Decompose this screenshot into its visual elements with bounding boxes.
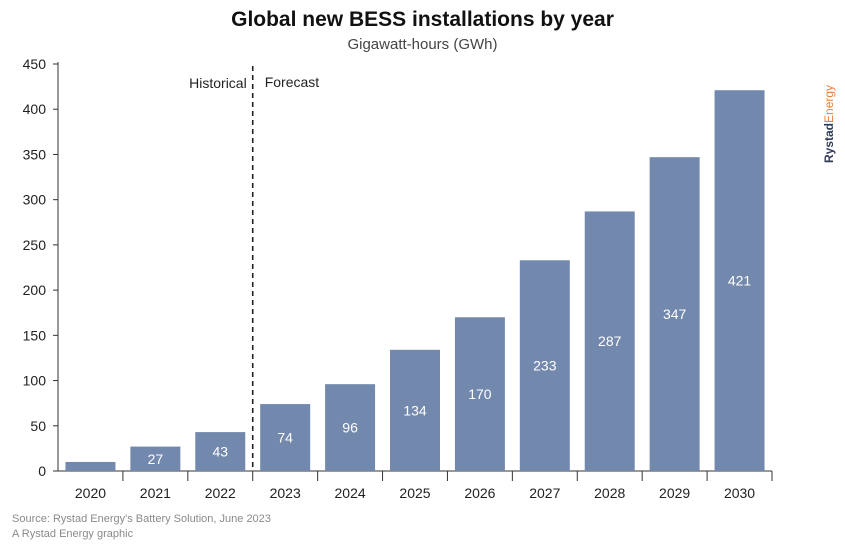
- brand-name-part2: Energy: [822, 84, 836, 123]
- x-tick-label: 2026: [464, 485, 495, 501]
- bar: [325, 384, 376, 471]
- bar: [454, 317, 505, 471]
- y-tick-label: 100: [23, 373, 47, 389]
- bar: [519, 260, 570, 471]
- bar: [649, 157, 700, 471]
- x-tick-label: 2030: [724, 485, 755, 501]
- y-tick-label: 200: [23, 282, 47, 298]
- data-label: 134: [403, 402, 427, 418]
- brand-name-part1: Rystad: [822, 122, 836, 163]
- x-tick-label: 2024: [335, 485, 366, 501]
- credit-line: A Rystad Energy graphic: [12, 528, 134, 540]
- y-tick-label: 150: [23, 327, 47, 343]
- data-label: 27: [148, 451, 164, 467]
- data-label: 170: [468, 386, 492, 402]
- x-tick-label: 2022: [205, 485, 236, 501]
- chart-title: Global new BESS installations by year: [231, 8, 614, 31]
- y-tick-label: 50: [30, 418, 46, 434]
- historical-label: Historical: [189, 75, 247, 91]
- x-tick-label: 2028: [594, 485, 625, 501]
- data-label: 421: [728, 273, 752, 289]
- data-label: 287: [598, 333, 622, 349]
- x-tick-label: 2027: [529, 485, 560, 501]
- data-label: 74: [277, 430, 293, 446]
- y-tick-label: 350: [23, 146, 47, 162]
- source-note: Source: Rystad Energy's Battery Solution…: [12, 512, 271, 542]
- x-tick-label: 2023: [270, 485, 301, 501]
- bar: [714, 90, 765, 472]
- x-tick-label: 2021: [140, 485, 171, 501]
- x-tick-label: 2025: [399, 485, 430, 501]
- data-label: 43: [212, 444, 228, 460]
- data-label: 347: [663, 306, 687, 322]
- source-line: Source: Rystad Energy's Battery Solution…: [12, 513, 271, 525]
- y-tick-label: 450: [23, 56, 47, 72]
- forecast-label: Forecast: [265, 74, 320, 90]
- brand-logo: RystadEnergy: [822, 75, 836, 165]
- bar: [130, 446, 181, 471]
- bar: [195, 432, 246, 471]
- x-tick-label: 2029: [659, 485, 690, 501]
- y-tick-label: 0: [38, 463, 46, 479]
- data-label: 96: [342, 420, 358, 436]
- y-tick-label: 300: [23, 192, 47, 208]
- bar: [584, 211, 635, 471]
- y-tick-label: 250: [23, 237, 47, 253]
- data-label: 233: [533, 358, 557, 374]
- bar: [390, 349, 440, 471]
- bar: [260, 404, 311, 471]
- x-tick-label: 2020: [75, 485, 106, 501]
- chart-subtitle: Gigawatt-hours (GWh): [347, 36, 498, 53]
- y-tick-label: 400: [23, 101, 47, 117]
- bar: [65, 461, 116, 471]
